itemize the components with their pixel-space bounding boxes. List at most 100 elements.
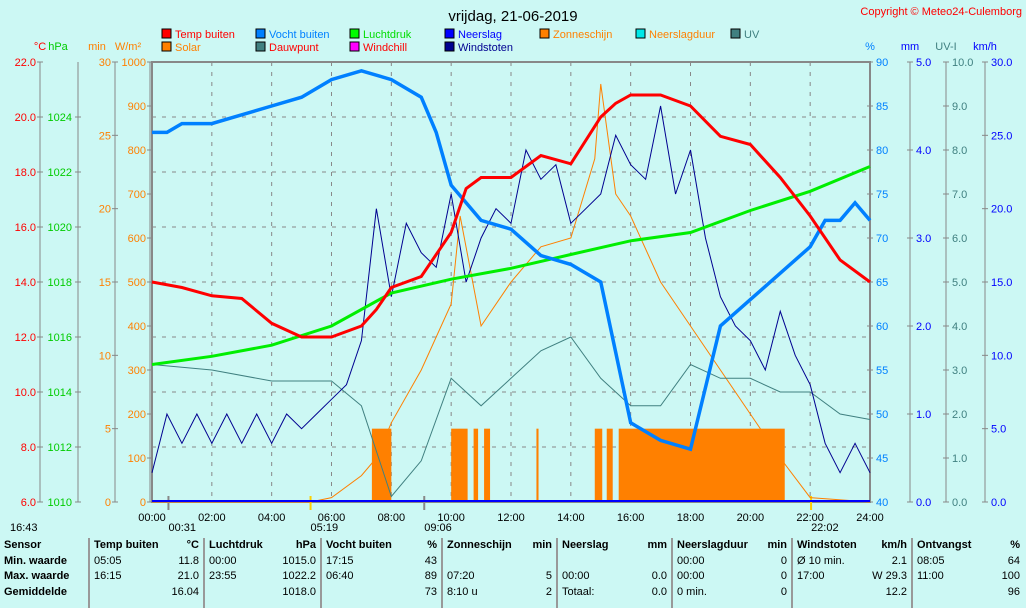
table-cell: 1018.0 <box>282 585 316 598</box>
legend-label: Windchill <box>363 42 407 54</box>
table-cell: 100 <box>1001 570 1020 582</box>
astro-time: 05:19 <box>311 522 339 534</box>
table-row: 00:00 0 <box>673 569 791 585</box>
table-row: 23:55 1022.2 <box>205 569 320 585</box>
copyright: Copyright © Meteo24-Culemborg <box>860 6 1022 18</box>
wm2-tick-label: 900 <box>128 101 146 113</box>
uv-tick-label: 8.0 <box>952 145 967 157</box>
table-header: Luchtdruk hPa <box>205 538 320 554</box>
legend-swatch <box>444 41 455 52</box>
wm2-unit: W/m² <box>115 41 142 53</box>
table-cell: 16.04 <box>171 585 199 598</box>
table-cell: Luchtdruk <box>209 539 263 551</box>
table-cell: W 29.3 <box>872 570 907 582</box>
pct-tick-label: 40 <box>876 497 888 509</box>
table-cell: 00:00 <box>209 554 237 567</box>
uv-tick-label: 3.0 <box>952 365 967 377</box>
x-tick-label: 16:00 <box>617 512 645 524</box>
table-row: 96 <box>913 585 1024 601</box>
uv-tick-label: 4.0 <box>952 321 967 333</box>
table-cell: Gemiddelde <box>4 585 67 598</box>
table-row: Ø 10 min. 2.1 <box>793 554 911 570</box>
kmh-unit: km/h <box>973 41 997 53</box>
table-cell: 0 <box>780 554 787 567</box>
hpa-tick-label: 1018 <box>48 277 72 289</box>
table-cell: 2.1 <box>891 554 907 567</box>
table-row: 8:10 u 2 <box>443 585 556 601</box>
kmh-tick-label: 25.0 <box>991 130 1012 142</box>
x-tick-label: 10:00 <box>437 512 465 524</box>
legend-swatch <box>349 28 360 39</box>
pct-tick-label: 75 <box>876 189 888 201</box>
hpa-tick-label: 1022 <box>48 167 72 179</box>
table-cell: 2 <box>545 585 552 598</box>
x-tick-label: 20:00 <box>737 512 765 524</box>
table-cell: 00:00 <box>562 570 590 582</box>
legend-label: Luchtdruk <box>363 29 412 41</box>
legend-swatch <box>161 28 172 39</box>
table-row: Max. waarde <box>0 569 88 585</box>
table-row: 07:20 5 <box>443 569 556 585</box>
uv-tick-label: 1.0 <box>952 453 967 465</box>
table-cell: Ontvangst <box>917 539 972 551</box>
table-header: Temp buiten °C <box>90 538 203 554</box>
table-cell: Ø 10 min. <box>797 554 845 567</box>
min-tick-label: 10 <box>99 350 111 362</box>
table-cell: 0 <box>780 585 787 598</box>
table-column: Neerslag mm 00:00 0.0 Totaal: 0.0 <box>558 538 673 608</box>
table-cell: Neerslag <box>562 539 609 551</box>
hpa-tick-label: 1020 <box>48 222 72 234</box>
legend-label: Vocht buiten <box>269 29 330 41</box>
hpa-tick-label: 1016 <box>48 332 72 344</box>
min-tick-label: 5 <box>105 424 111 436</box>
sunshine-bar <box>536 428 539 502</box>
table-cell: Zonneschijn <box>447 539 512 551</box>
weather-chart: vrijdag, 21-06-2019 Copyright © Meteo24-C… <box>10 6 1022 534</box>
pct-tick-label: 45 <box>876 453 888 465</box>
table-cell: Temp buiten <box>94 539 159 551</box>
table-row: 00:00 0 <box>673 554 791 570</box>
table-row: 05:05 11.8 <box>90 554 203 570</box>
x-tick-label: 22:00 <box>796 512 824 524</box>
kmh-tick-label: 15.0 <box>991 277 1012 289</box>
astro-time: 00:31 <box>168 522 196 534</box>
table-row: 73 <box>322 585 441 601</box>
table-row: 17:00 W 29.3 <box>793 569 911 585</box>
astro-time: 09:06 <box>424 522 452 534</box>
series-dauwpunt <box>151 336 871 498</box>
mm-tick-label: 5.0 <box>916 57 931 69</box>
mm-tick-label: 3.0 <box>916 233 931 245</box>
temp-tick-label: 8.0 <box>21 442 36 454</box>
temp-tick-label: 20.0 <box>15 112 36 124</box>
stats-table: Sensor Min. waarde Max. waarde Gemiddelde Te… <box>0 538 1026 608</box>
pct-tick-label: 70 <box>876 233 888 245</box>
table-row: 12.2 <box>793 585 911 601</box>
table-cell: 0 <box>780 570 787 582</box>
mm-tick-label: 2.0 <box>916 321 931 333</box>
temp-tick-label: 14.0 <box>15 277 36 289</box>
min-tick-label: 15 <box>99 277 111 289</box>
wm2-tick-label: 1000 <box>122 57 146 69</box>
legend-label: Temp buiten <box>175 29 235 41</box>
table-column: Windstoten km/h Ø 10 min. 2.1 17:00 W 29.3 12.… <box>793 538 913 608</box>
table-cell: 16:15 <box>94 570 122 582</box>
table-cell: hPa <box>295 539 316 551</box>
table-cell: 0.0 <box>651 570 667 582</box>
table-cell: 89 <box>424 570 437 582</box>
table-column: Luchtdruk hPa 00:00 1015.0 23:55 1022.2 1018.0 <box>205 538 322 608</box>
wm2-tick-label: 700 <box>128 189 146 201</box>
pct-tick-label: 90 <box>876 57 888 69</box>
temp-tick-label: 10.0 <box>15 387 36 399</box>
table-cell: Neerslagduur <box>677 539 748 551</box>
legend-label: UV <box>744 29 760 41</box>
legend-swatch <box>161 41 172 52</box>
hpa-tick-label: 1010 <box>48 497 72 509</box>
pct-tick-label: 65 <box>876 277 888 289</box>
kmh-tick-label: 0.0 <box>991 497 1006 509</box>
table-column: Temp buiten °C 05:05 11.8 16:15 21.0 16.04 <box>90 538 205 608</box>
sunshine-bar <box>451 428 468 502</box>
table-cell: Totaal: <box>562 585 595 598</box>
table-row: 06:40 89 <box>322 569 441 585</box>
legend-label: Zonneschijn <box>553 29 612 41</box>
table-header: Sensor <box>0 538 88 554</box>
